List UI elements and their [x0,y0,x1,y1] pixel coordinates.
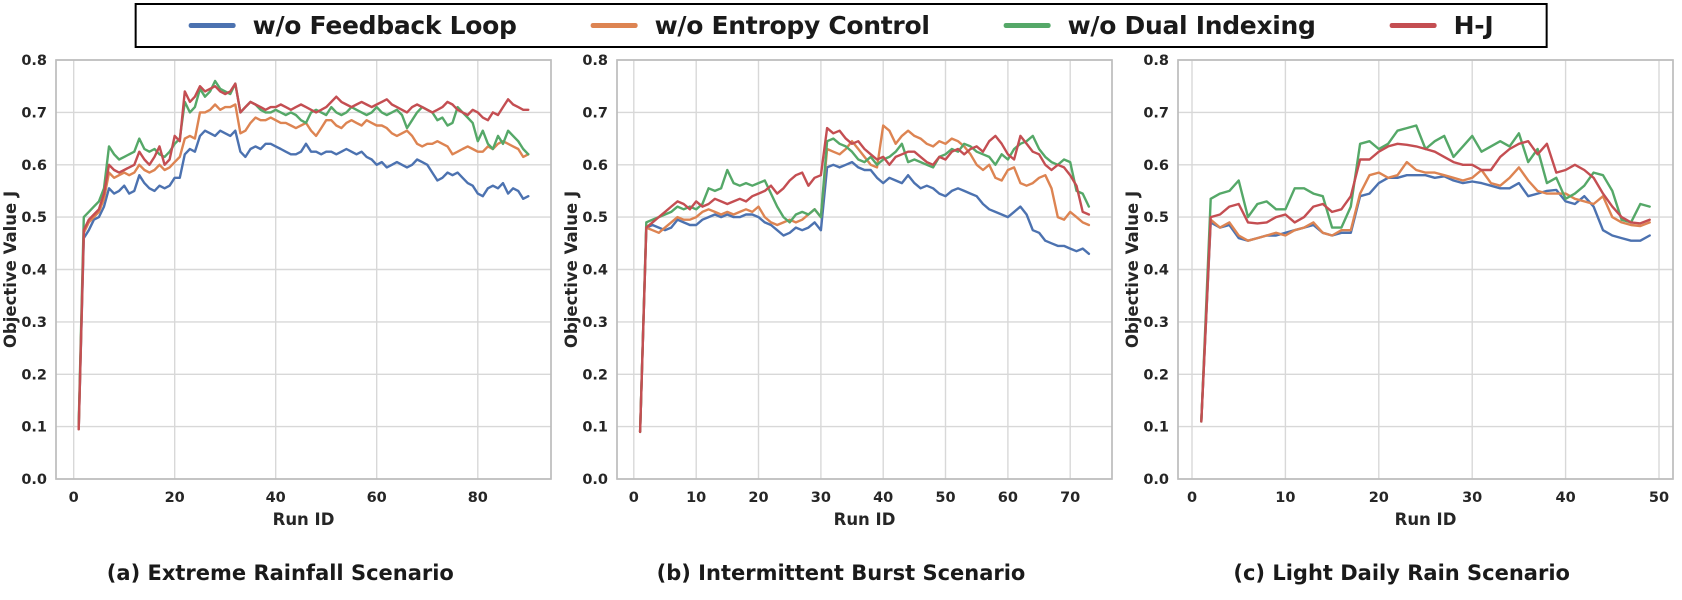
series-line-red [638,126,1091,434]
y-axis-label: Objective Value J [562,191,581,348]
x-tick-label: 20 [1368,490,1388,506]
x-tick-label: 0 [629,490,639,506]
y-tick-label: 0.6 [1143,158,1169,174]
x-axis-label: Run ID [1394,510,1456,529]
x-tick-label: 20 [748,490,768,506]
y-tick-label: 0.5 [582,210,608,226]
series-line-blue [638,160,1091,434]
chart-panel-b: 0.0 0.1 0.2 0.3 0.4 0.5 0.6 0.7 0.8 0 10 20 30 40 50 60… [561,50,1122,585]
caption-a: (a) Extreme Rainfall Scenario [106,561,454,585]
plot-frame [55,59,553,480]
y-tick-label: 0.7 [1143,105,1169,121]
x-tick-label: 20 [165,490,185,506]
y-tick-label: 0.7 [582,105,608,121]
x-tick-label: 10 [686,490,706,506]
series-line-green [638,134,1091,434]
legend-swatch-orange [590,23,638,28]
x-tick-label: 40 [873,490,893,506]
x-tick-label: 60 [367,490,387,506]
line-chart-light-daily-rain: 0.0 0.1 0.2 0.3 0.4 0.5 0.6 0.7 0.8 0 10 20 30 40 50 Ru… [1123,53,1674,529]
line-chart-intermittent-burst: 0.0 0.1 0.2 0.3 0.4 0.5 0.6 0.7 0.8 0 10 20 30 40 50 60… [562,53,1113,529]
series-line-blue [1199,173,1651,423]
x-tick-label: 60 [998,490,1018,506]
y-tick-label: 0.3 [582,315,608,331]
y-tick-label: 0.8 [582,53,608,69]
series-line-red [77,82,530,431]
y-tick-label: 0.5 [22,210,48,226]
series-line-orange [1199,160,1651,423]
x-tick-label: 50 [935,490,955,506]
plot-frame [1176,59,1674,480]
series-line-blue [77,129,530,431]
legend-swatch-green [1003,23,1051,28]
legend-item-feedback-loop: w/o Feedback Loop [188,11,517,40]
x-axis-label: Run ID [834,510,896,529]
legend-item-entropy-control: w/o Entropy Control [590,11,930,40]
y-tick-label: 0.4 [1143,263,1169,279]
y-tick-label: 0.1 [1143,420,1169,436]
x-tick-label: 80 [468,490,488,506]
y-tick-label: 0.6 [22,158,48,174]
legend: w/o Feedback Loop w/o Entropy Control w/… [134,3,1548,48]
y-tick-label: 0.0 [22,472,48,488]
line-chart-extreme-rainfall: 0.0 0.1 0.2 0.3 0.4 0.5 0.6 0.7 0.8 0 20 40 60 80 Run … [1,53,553,529]
x-tick-label: 40 [1555,490,1575,506]
y-tick-label: 0.6 [582,158,608,174]
y-tick-label: 0.4 [582,263,608,279]
x-tick-label: 70 [1060,490,1080,506]
legend-label: w/o Feedback Loop [252,11,517,40]
x-tick-label: 50 [1649,490,1669,506]
chart-panel-c: 0.0 0.1 0.2 0.3 0.4 0.5 0.6 0.7 0.8 0 10 20 30 40 50 Ru… [1121,50,1682,585]
legend-swatch-red [1389,23,1437,28]
y-tick-label: 0.5 [1143,210,1169,226]
y-tick-label: 0.3 [1143,315,1169,331]
caption-b: (b) Intermittent Burst Scenario [656,561,1026,585]
legend-label: w/o Dual Indexing [1067,11,1316,40]
y-tick-label: 0.1 [582,420,608,436]
series-line-orange [638,124,1091,434]
legend-label: H-J [1453,11,1494,40]
y-axis-label: Objective Value J [1123,191,1142,348]
series-line-red [1199,139,1651,423]
y-tick-label: 0.4 [22,263,48,279]
y-tick-label: 0.2 [1143,367,1169,383]
legend-item-dual-indexing: w/o Dual Indexing [1003,11,1316,40]
x-axis-label: Run ID [273,510,335,529]
y-tick-label: 0.8 [1143,53,1169,69]
chart-panel-a: 0.0 0.1 0.2 0.3 0.4 0.5 0.6 0.7 0.8 0 20 40 60 80 Run … [0,50,561,585]
y-tick-label: 0.0 [582,472,608,488]
y-tick-label: 0.0 [1143,472,1169,488]
y-tick-label: 0.3 [22,315,48,331]
x-tick-label: 10 [1275,490,1295,506]
x-tick-label: 30 [811,490,831,506]
legend-label: w/o Entropy Control [654,11,930,40]
y-tick-label: 0.7 [22,105,48,121]
chart-panels: 0.0 0.1 0.2 0.3 0.4 0.5 0.6 0.7 0.8 0 20 40 60 80 Run … [0,50,1682,585]
x-tick-label: 0 [69,490,79,506]
y-tick-label: 0.2 [22,367,48,383]
legend-item-hj: H-J [1389,11,1494,40]
y-tick-label: 0.1 [22,420,48,436]
y-tick-label: 0.8 [22,53,48,69]
y-tick-label: 0.2 [582,367,608,383]
x-tick-label: 30 [1462,490,1482,506]
x-tick-label: 40 [266,490,286,506]
series-line-green [77,79,530,426]
series-line-orange [77,103,530,431]
x-tick-label: 0 [1187,490,1197,506]
caption-c: (c) Light Daily Rain Scenario [1233,561,1570,585]
plot-frame [616,59,1113,480]
legend-swatch-blue [188,23,236,28]
y-axis-label: Objective Value J [1,191,20,348]
